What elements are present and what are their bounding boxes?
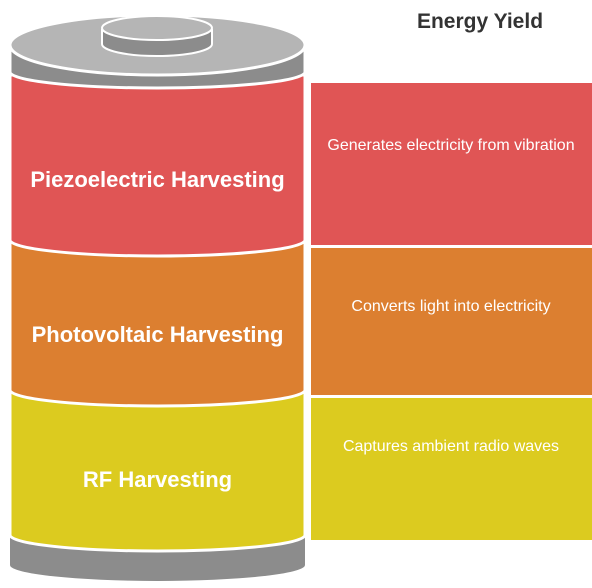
layer-label: Photovoltaic Harvesting bbox=[30, 265, 285, 405]
layer-description: Generates electricity from vibration bbox=[318, 85, 584, 245]
diagram: Energy Yield Piezoelectric Harvesting Ph… bbox=[0, 0, 592, 588]
layer-description: Converts light into electricity bbox=[318, 248, 584, 395]
layer-description: Captures ambient radio waves bbox=[318, 398, 584, 540]
terminal-face bbox=[102, 16, 212, 40]
title: Energy Yield bbox=[380, 10, 580, 34]
layer-label: RF Harvesting bbox=[30, 410, 285, 550]
layer-label: Piezoelectric Harvesting bbox=[30, 110, 285, 250]
